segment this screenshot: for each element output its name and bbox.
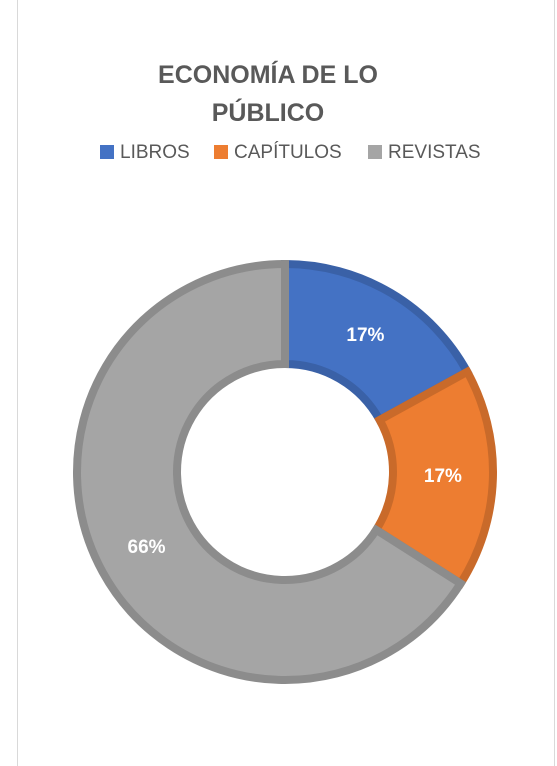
legend-swatch: [214, 145, 228, 159]
legend-label: CAPÍTULOS: [234, 142, 342, 163]
data-label: 17%: [346, 325, 384, 346]
donut-segment: [73, 259, 467, 684]
legend-swatch: [100, 145, 114, 159]
data-label: 17%: [424, 466, 462, 487]
legend-label: REVISTAS: [388, 142, 481, 163]
donut-segment: [281, 259, 473, 426]
chart-title: ECONOMÍA DE LO PÚBLICO: [158, 61, 378, 127]
legend-swatch: [368, 145, 382, 159]
data-label: 66%: [128, 537, 166, 558]
legend-label: LIBROS: [120, 142, 190, 163]
donut-segment: [370, 366, 497, 589]
